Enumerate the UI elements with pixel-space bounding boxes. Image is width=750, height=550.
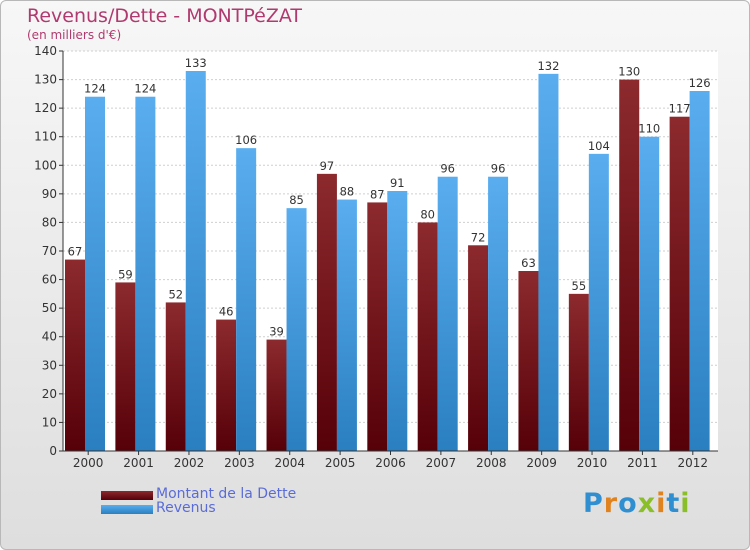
- y-tick-label: 50: [42, 301, 57, 315]
- chart-title: Revenus/Dette - MONTPéZAT: [27, 5, 302, 27]
- data-label-debt: 87: [370, 187, 385, 201]
- bar-revenus: [387, 191, 408, 451]
- bar-debt: [619, 79, 640, 452]
- data-label-debt: 72: [471, 230, 486, 244]
- x-tick-label: 2003: [224, 456, 255, 470]
- x-tick-label: 2002: [174, 456, 205, 470]
- y-tick-label: 0: [49, 444, 57, 458]
- x-tick-label: 2008: [476, 456, 507, 470]
- bar-revenus: [185, 71, 206, 451]
- y-tick-label: 120: [34, 101, 57, 115]
- x-tick-label: 2009: [526, 456, 557, 470]
- data-label-revenus: 96: [491, 162, 506, 176]
- y-tick-label: 40: [42, 330, 57, 344]
- bar-debt: [669, 116, 690, 451]
- data-label-debt: 39: [269, 325, 284, 339]
- data-label-debt: 59: [118, 267, 133, 281]
- x-tick-label: 2012: [678, 456, 709, 470]
- logo-letter: t: [666, 488, 681, 519]
- bar-debt: [216, 319, 237, 451]
- y-tick-label: 70: [42, 244, 57, 258]
- bar-revenus: [336, 199, 357, 451]
- y-tick-label: 10: [42, 415, 57, 429]
- proxiti-logo: Proxiti: [583, 488, 691, 519]
- legend-label-debt: Montant de la Dette: [156, 486, 297, 502]
- bar-revenus: [236, 148, 257, 451]
- bar-debt: [165, 302, 186, 451]
- y-tick-label: 30: [42, 358, 57, 372]
- bar-revenus: [135, 96, 156, 451]
- bar-revenus: [437, 176, 458, 451]
- y-tick-label: 140: [34, 44, 57, 58]
- data-label-revenus: 88: [340, 185, 355, 199]
- data-label-debt: 80: [420, 207, 435, 221]
- data-label-revenus: 110: [638, 122, 660, 136]
- logo-letter: P: [583, 488, 604, 519]
- chart-subtitle: (en milliers d'€): [27, 28, 122, 42]
- x-tick-label: 2010: [577, 456, 608, 470]
- x-tick-label: 2011: [627, 456, 658, 470]
- data-label-revenus: 96: [440, 162, 455, 176]
- data-label-debt: 67: [68, 245, 83, 259]
- data-label-revenus: 85: [289, 193, 304, 207]
- x-tick-label: 2001: [123, 456, 154, 470]
- bar-debt: [316, 173, 337, 451]
- data-label-revenus: 133: [185, 56, 207, 70]
- logo-letter: i: [656, 488, 667, 519]
- y-tick-label: 130: [34, 73, 57, 87]
- bar-debt: [266, 339, 287, 451]
- bar-revenus: [639, 136, 660, 451]
- bar-debt: [115, 282, 136, 451]
- data-label-revenus: 106: [235, 133, 257, 147]
- logo-letter: i: [680, 488, 691, 519]
- bar-revenus: [286, 208, 307, 451]
- bar-debt: [468, 245, 489, 451]
- logo-letter: x: [637, 488, 657, 519]
- y-tick-label: 90: [42, 187, 57, 201]
- bar-debt: [518, 271, 539, 451]
- bar-debt: [65, 259, 85, 451]
- bar-revenus: [85, 96, 105, 451]
- bar-revenus: [689, 91, 710, 451]
- x-tick-label: 2000: [73, 456, 104, 470]
- data-label-revenus: 132: [537, 59, 559, 73]
- legend-swatch-revenus: [101, 505, 153, 514]
- data-label-debt: 63: [521, 256, 536, 270]
- bar-debt: [367, 202, 388, 451]
- x-tick-label: 2007: [426, 456, 457, 470]
- bar-revenus: [538, 73, 559, 451]
- data-label-revenus: 124: [84, 82, 106, 96]
- data-label-debt: 130: [618, 65, 640, 79]
- bar-revenus: [488, 176, 509, 451]
- x-tick-label: 2005: [325, 456, 356, 470]
- data-label-debt: 117: [669, 102, 691, 116]
- data-label-debt: 97: [320, 159, 335, 173]
- legend-label-revenus: Revenus: [156, 500, 216, 516]
- x-tick-label: 2004: [274, 456, 305, 470]
- bar-debt: [568, 293, 589, 451]
- data-label-revenus: 124: [134, 82, 156, 96]
- logo-letter: o: [618, 488, 638, 519]
- y-tick-label: 110: [34, 130, 57, 144]
- data-label-debt: 55: [572, 279, 587, 293]
- bar-debt: [417, 222, 438, 451]
- y-tick-label: 100: [34, 158, 57, 172]
- data-label-debt: 52: [168, 287, 183, 301]
- x-tick-label: 2006: [375, 456, 406, 470]
- y-tick-label: 20: [42, 387, 57, 401]
- y-tick-label: 60: [42, 273, 57, 287]
- y-tick-label: 80: [42, 215, 57, 229]
- data-label-revenus: 104: [588, 139, 610, 153]
- data-label-revenus: 126: [689, 76, 711, 90]
- data-label-debt: 46: [219, 305, 234, 319]
- bar-revenus: [588, 153, 609, 451]
- legend-swatch-debt: [101, 491, 153, 500]
- data-label-revenus: 91: [390, 176, 405, 190]
- logo-letter: r: [603, 488, 619, 519]
